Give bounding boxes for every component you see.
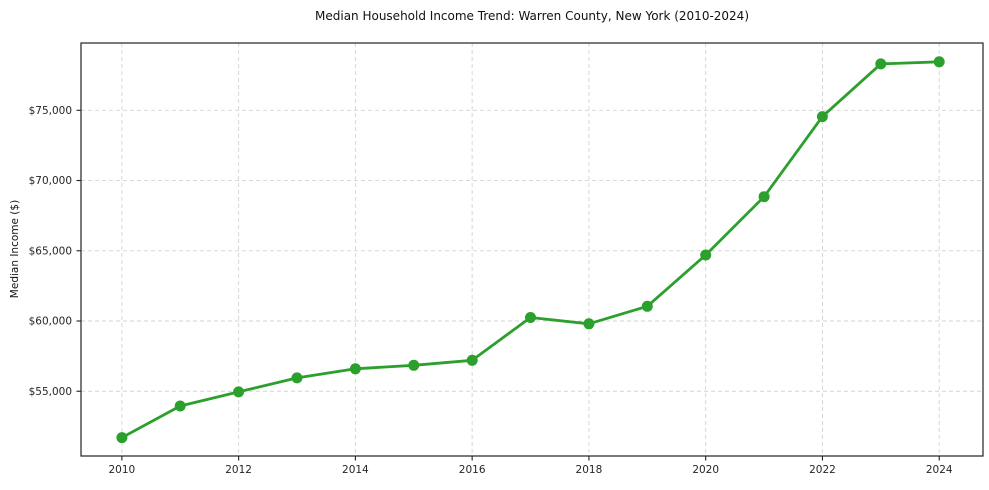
x-tick-label: 2016 xyxy=(459,464,486,476)
y-tick-label: $55,000 xyxy=(29,386,72,398)
x-tick-label: 2012 xyxy=(225,464,252,476)
data-point-marker xyxy=(816,111,828,123)
chart-title: Median Household Income Trend: Warren Co… xyxy=(315,9,749,23)
x-tick-label: 2020 xyxy=(692,464,719,476)
y-tick-label: $70,000 xyxy=(29,175,72,187)
y-tick-label: $75,000 xyxy=(29,105,72,117)
data-point-marker xyxy=(875,58,887,70)
data-point-marker xyxy=(525,312,536,323)
data-point-marker xyxy=(700,249,712,261)
data-point-marker xyxy=(233,386,245,398)
data-point-marker xyxy=(349,363,361,375)
x-tick-label: 2010 xyxy=(109,464,136,476)
x-tick-label: 2018 xyxy=(576,464,603,476)
data-point-marker xyxy=(174,400,186,412)
data-point-marker xyxy=(291,372,303,384)
x-tick-label: 2014 xyxy=(342,464,369,476)
data-point-marker xyxy=(583,318,595,330)
data-point-marker xyxy=(933,56,945,68)
data-point-marker xyxy=(641,300,653,312)
series-line xyxy=(120,60,941,439)
data-point-marker xyxy=(408,359,420,371)
y-tick-label: $65,000 xyxy=(29,245,72,257)
x-tick-label: 2022 xyxy=(809,464,836,476)
data-point-marker xyxy=(116,432,128,444)
y-tick-label: $60,000 xyxy=(29,316,72,328)
data-point-marker xyxy=(758,191,770,203)
plot-frame xyxy=(80,42,984,457)
y-axis-label: Median Income ($) xyxy=(9,199,21,299)
x-tick-label: 2024 xyxy=(926,464,953,476)
data-point-marker xyxy=(466,354,478,366)
